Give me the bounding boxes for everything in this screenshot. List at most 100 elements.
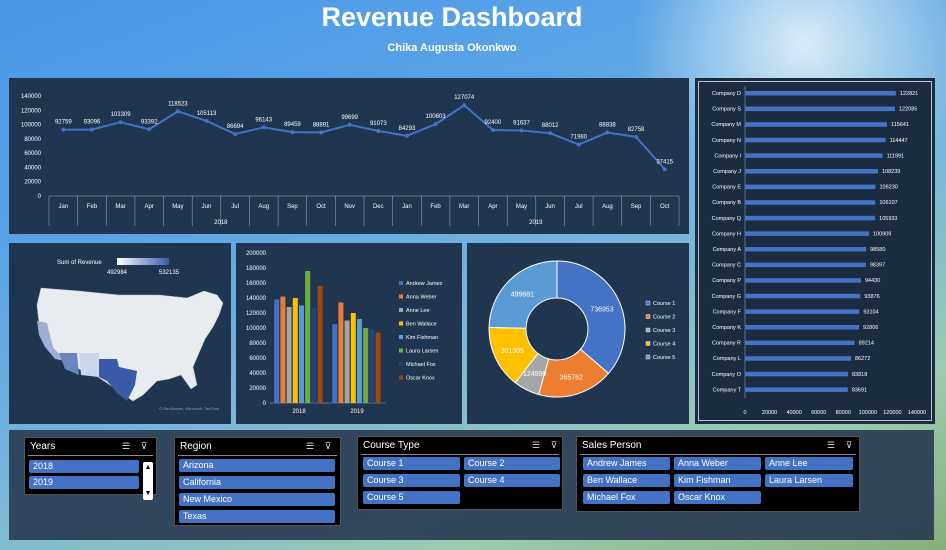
donut-slice: [488, 260, 558, 329]
sales-slicer-title: Sales Person: [582, 440, 642, 451]
sales-person-slicer[interactable]: Sales Person ☰ ⊽ Andrew James Anna Weber…: [576, 436, 860, 512]
company-value-label: 105933: [879, 216, 897, 222]
multi-select-icon[interactable]: ☰: [531, 440, 541, 450]
company-label: Company O: [712, 372, 742, 378]
data-point: [662, 167, 667, 172]
years-scrollbar[interactable]: ▲ ▼: [143, 462, 153, 500]
slicer-item-oscar-knox[interactable]: Oscar Knox: [674, 491, 761, 504]
month-tick-label: Jun: [545, 204, 555, 210]
company-label: Company I: [714, 153, 741, 159]
slicer-item-course-5[interactable]: Course 5: [363, 491, 460, 504]
company-value-label: 98397: [870, 263, 885, 269]
company-label: Company E: [712, 185, 741, 191]
legend-label: Course 3: [653, 328, 675, 334]
slicer-item-anne-lee[interactable]: Anne Lee: [765, 457, 853, 470]
clear-filter-icon[interactable]: ⊽: [845, 440, 853, 450]
company-label: Company D: [712, 91, 741, 97]
month-tick-label: Aug: [602, 204, 613, 210]
region-slicer[interactable]: Region ☰ ⊽ Arizona California New Mexico…: [174, 437, 341, 526]
bar: [274, 299, 280, 403]
data-point: [404, 133, 409, 138]
new-mexico-region: [79, 353, 99, 377]
company-bar: [745, 122, 888, 127]
revenue-series-line: [63, 103, 666, 170]
slicer-item-michael-fox[interactable]: Michael Fox: [583, 491, 670, 504]
legend-label: Anna Weber: [406, 295, 437, 301]
y-tick-label: 120000: [246, 311, 267, 317]
dashboard-subtitle: Chika Augusta Okonkwo: [387, 42, 517, 54]
data-point: [462, 103, 467, 108]
bar: [286, 307, 292, 403]
x-tick-label: 20000: [762, 410, 777, 416]
course-slicer-title: Course Type: [363, 440, 420, 451]
data-label: 82758: [628, 127, 645, 133]
legend-label: Kim Fishman: [406, 335, 438, 341]
multi-select-icon[interactable]: ☰: [305, 441, 315, 451]
bar: [299, 305, 304, 403]
slicer-item-course-1[interactable]: Course 1: [363, 457, 460, 470]
month-tick-label: Jan: [58, 204, 68, 210]
category-label: 2019: [350, 409, 364, 415]
company-bar: [745, 169, 878, 174]
company-label: Company C: [712, 263, 741, 269]
clear-filter-icon[interactable]: ⊽: [324, 441, 332, 451]
legend-swatch: [399, 362, 403, 366]
scroll-down-icon[interactable]: ▼: [144, 490, 152, 497]
bar: [363, 328, 369, 403]
revenue-map: Sum of Revenue 492984 532135 © GeoNames,…: [36, 258, 224, 411]
month-tick-label: Sep: [631, 204, 642, 210]
y-tick-label: 140000: [21, 94, 42, 100]
company-value-label: 94430: [865, 278, 880, 284]
company-value-label: 86272: [855, 356, 870, 362]
slicer-divider: [178, 455, 337, 456]
donut-panel[interactable]: 736953 365762 124890 301305 499681 Course 1 Co…: [467, 243, 689, 424]
slicer-item-2019[interactable]: 2019: [29, 476, 139, 489]
company-bar: [745, 91, 896, 96]
slicer-item-arizona[interactable]: Arizona: [179, 459, 335, 472]
slicer-item-california[interactable]: California: [179, 476, 335, 489]
slicer-item-2018[interactable]: 2018: [29, 460, 139, 473]
slicer-item-new-mexico[interactable]: New Mexico: [179, 493, 335, 506]
month-tick-label: Feb: [430, 204, 441, 210]
multi-select-icon[interactable]: ☰: [826, 440, 836, 450]
data-point: [290, 130, 295, 135]
slicer-item-andrew-james[interactable]: Andrew James: [583, 457, 670, 470]
company-bar-panel[interactable]: Company D 122821 Company S 122085 Company M 1…: [695, 78, 935, 424]
map-panel[interactable]: Sum of Revenue 492984 532135 © GeoNames,…: [9, 243, 231, 424]
bar: [305, 271, 311, 403]
x-tick-label: 140000: [908, 410, 926, 416]
company-bar: [745, 325, 860, 330]
slicer-item-texas[interactable]: Texas: [179, 510, 335, 523]
company-value-label: 106230: [880, 185, 898, 191]
slicer-item-kim-fishman[interactable]: Kim Fishman: [674, 474, 761, 487]
texas-region: [99, 359, 137, 401]
years-slicer[interactable]: Years ☰ ⊽ 2018 2019 ▲ ▼: [24, 437, 157, 500]
company-value-label: 122085: [899, 107, 917, 113]
slicer-item-course-3[interactable]: Course 3: [363, 474, 460, 487]
slicer-item-ben-wallace[interactable]: Ben Wallace: [583, 474, 670, 487]
month-tick-label: Mar: [459, 204, 469, 210]
company-label: Company J: [713, 169, 741, 175]
slicer-item-anna-weber[interactable]: Anna Weber: [674, 457, 761, 470]
slice-value-label: 365762: [560, 374, 583, 381]
bar-chart-panel[interactable]: 0 20000 40000 60000 80000 100000 120000 140000 1…: [236, 243, 462, 424]
line-chart-panel[interactable]: 0 20000 40000 60000 80000 100000 120000 140000 9…: [9, 78, 689, 234]
course-type-slicer[interactable]: Course Type ☰ ⊽ Course 1 Course 2 Course…: [357, 436, 563, 510]
slicer-item-course-4[interactable]: Course 4: [464, 474, 560, 487]
course-donut-chart: 736953 365762 124890 301305 499681 Course 1 Co…: [488, 260, 675, 398]
clear-filter-icon[interactable]: ⊽: [550, 440, 558, 450]
slicer-item-course-2[interactable]: Course 2: [464, 457, 560, 470]
scroll-up-icon[interactable]: ▲: [144, 464, 152, 471]
legend-label: Course 5: [653, 355, 675, 361]
month-tick-label: Apr: [145, 204, 154, 210]
month-tick-label: Jan: [402, 204, 412, 210]
data-point: [490, 128, 495, 132]
clear-filter-icon[interactable]: ⊽: [140, 441, 148, 451]
company-value-label: 89214: [859, 341, 874, 347]
company-value-label: 115641: [891, 122, 909, 128]
multi-select-icon[interactable]: ☰: [121, 441, 131, 451]
data-point: [204, 118, 209, 123]
slicer-item-laura-larsen[interactable]: Laura Larsen: [765, 474, 853, 487]
bar: [344, 320, 350, 403]
company-bar: [745, 371, 848, 377]
